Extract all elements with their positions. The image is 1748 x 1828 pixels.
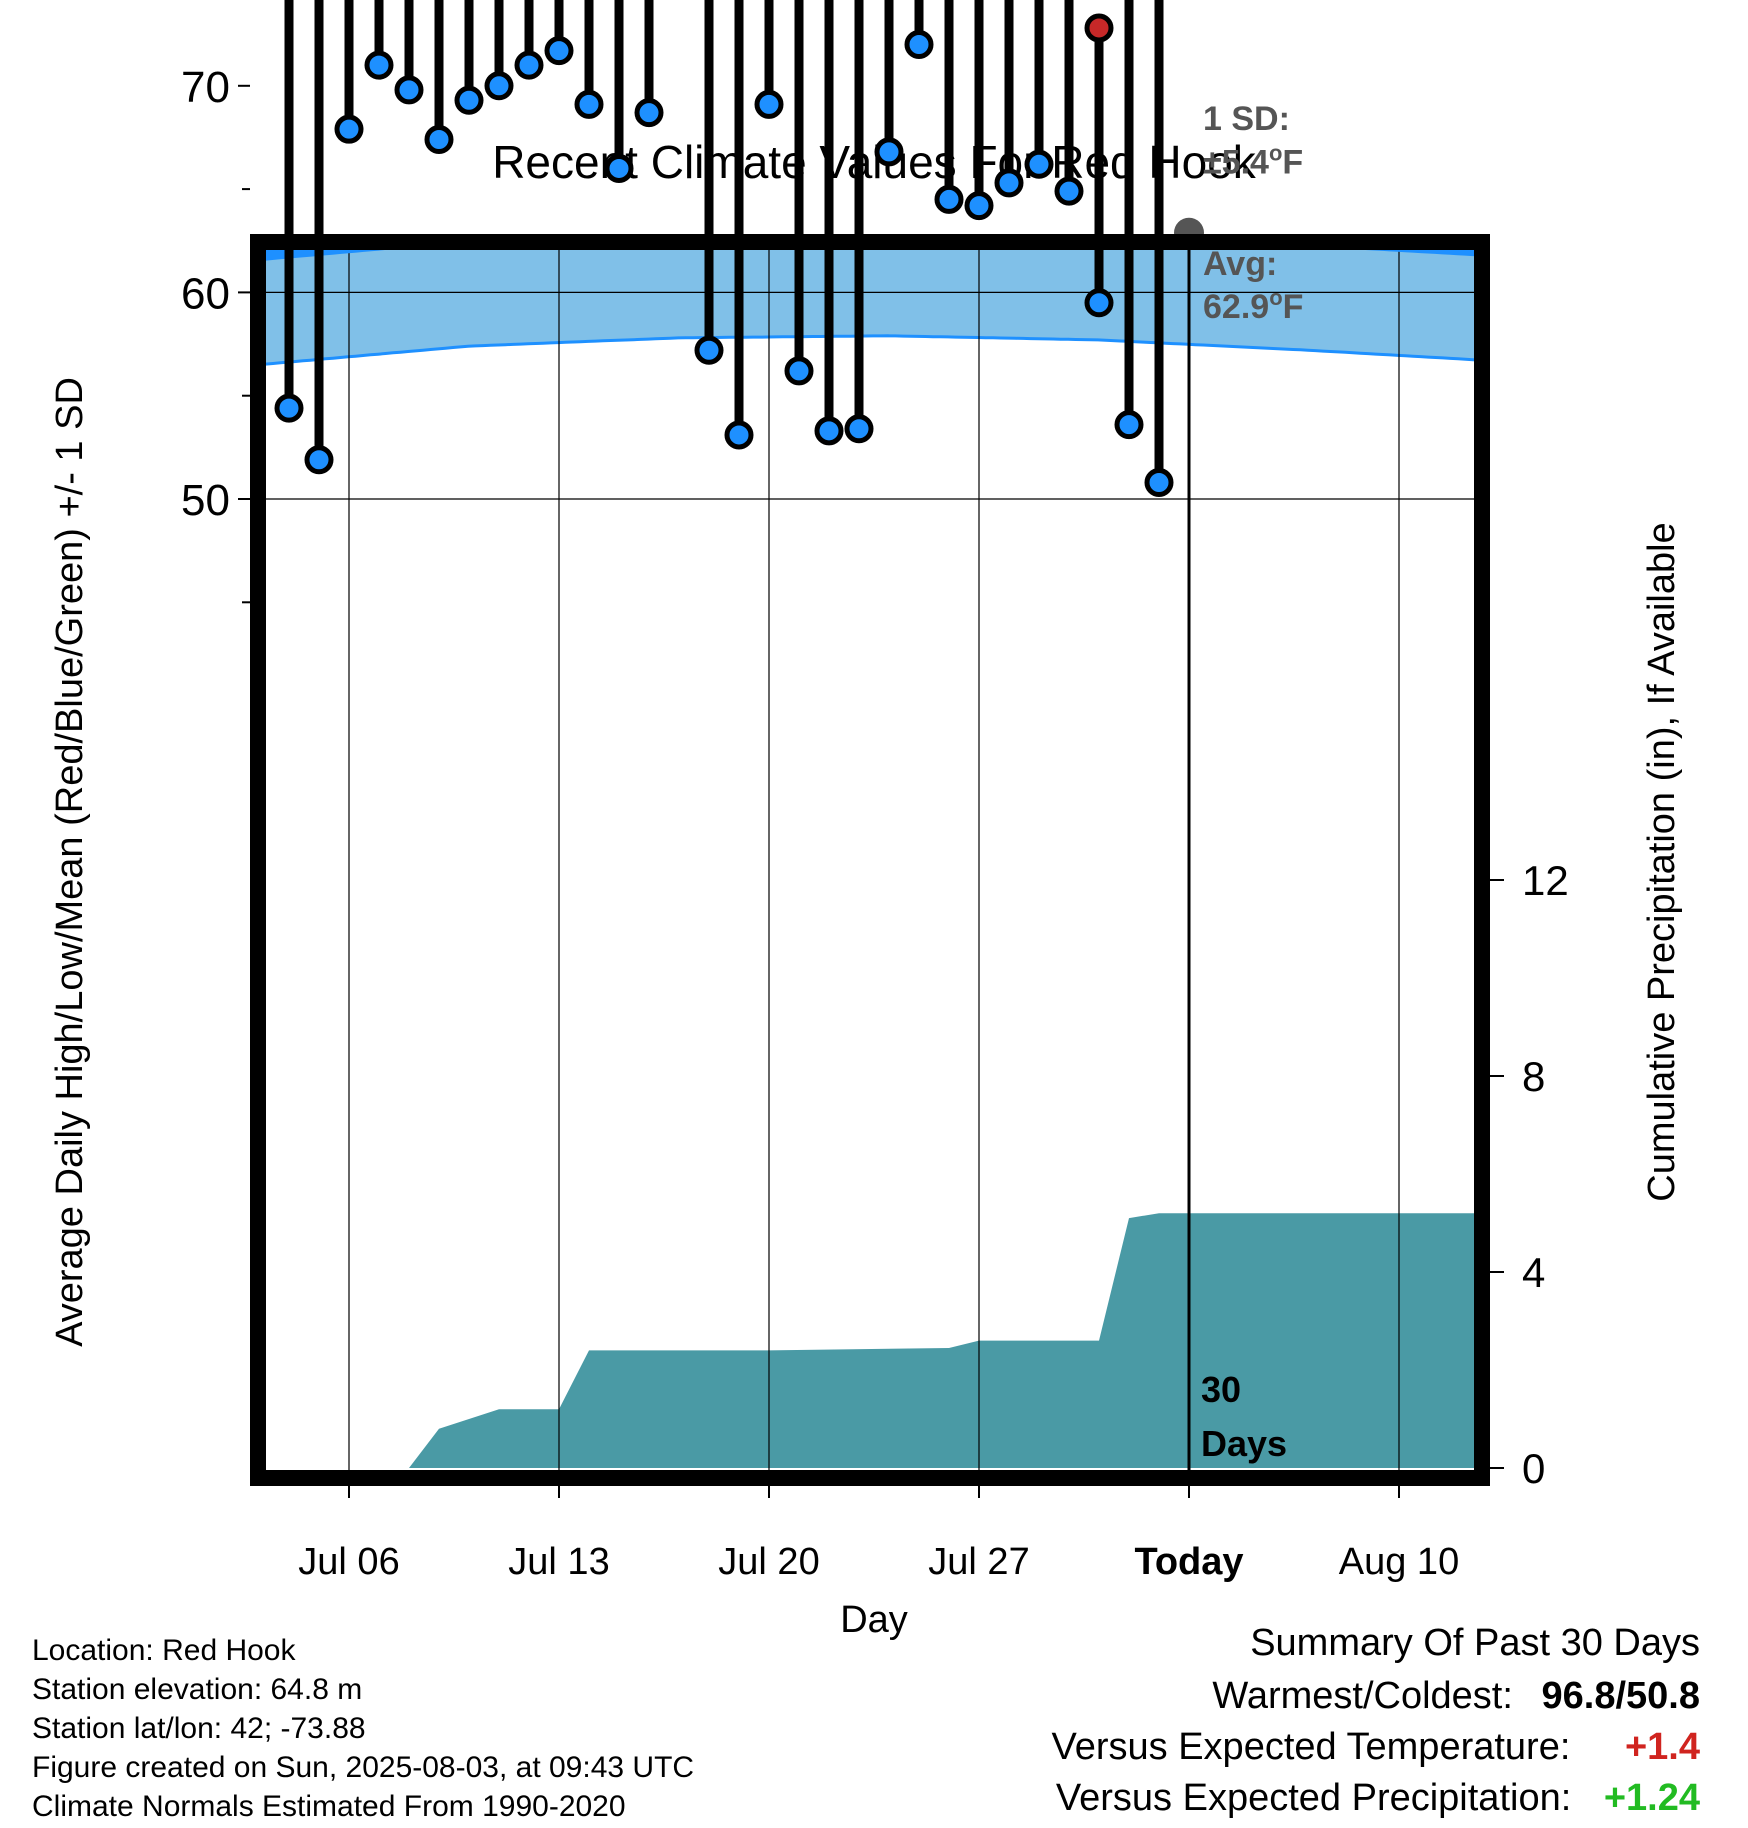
warmest-value: 96.8 [1541,1675,1616,1717]
daily-low-point [904,29,934,59]
latlon-text: Station lat/lon: 42; -73.88 [32,1712,366,1745]
extremes-label: Warmest/Coldest: [1212,1675,1513,1717]
daily-high-point [1084,13,1114,43]
daily-low-point [424,125,454,155]
daily-low-point [364,50,394,80]
plot-interior [258,242,1482,1478]
low-normal-lower-sd-line [258,334,1481,367]
plot-frame [250,234,1490,1486]
x-tick-label: Jul 06 [298,1541,399,1583]
daily-low-point [1114,410,1144,440]
window-label-number: 30 [1201,1369,1241,1410]
daily-low-point [784,356,814,386]
daily-low-point [274,393,304,423]
daily-low-point [994,168,1024,198]
y2-tick-label: 4 [1522,1249,1545,1296]
x-tick-label: Jul 20 [718,1541,819,1583]
daily-low-point [844,414,874,444]
elevation-text: Station elevation: 64.8 m [32,1673,363,1706]
x-tick-label: Jul 13 [508,1541,609,1583]
low-avg-label: Avg: [1203,245,1277,283]
daily-low-point [964,191,994,221]
precip-label: Versus Expected Precipitation: [1055,1777,1572,1819]
temp-label: Versus Expected Temperature: [1051,1726,1571,1768]
y2-axis-label: Cumulative Precipitation (in), If Availa… [1641,522,1683,1201]
plot-area: 1 SD:±5.7oFAvg:83.2oF1 SD:±5.4oFAvg:62.9… [181,0,1569,1583]
y2-tick-label: 8 [1522,1053,1545,1100]
summary-title: Summary Of Past 30 Days [1250,1622,1700,1664]
daily-low-point [484,71,514,101]
daily-low-point [874,137,904,167]
summary-temp: Versus Expected Temperature: +1.4 [1051,1726,1700,1769]
daily-low-point [544,36,574,66]
daily-low-point [934,184,964,214]
daily-low-point [724,420,754,450]
y-tick-label: 60 [181,269,230,318]
summary-precip: Versus Expected Precipitation: +1.24 [1056,1777,1700,1820]
temp-anomaly-value: +1.4 [1624,1726,1700,1768]
created-text: Figure created on Sun, 2025-08-03, at 09… [32,1751,695,1784]
daily-low-point [604,153,634,183]
precip-anomaly-value: +1.24 [1603,1777,1700,1819]
daily-low-point [754,89,784,119]
daily-low-point [814,416,844,446]
y-tick-label: 70 [181,63,230,112]
daily-low-point [1144,467,1174,497]
low-avg-value: 62.9oF [1203,285,1303,326]
y-tick-label: 50 [181,476,230,525]
extremes-separator: / [1615,1675,1627,1717]
daily-low-point [1024,149,1054,179]
daily-low-point [634,98,664,128]
daily-low-point [1084,288,1114,318]
daily-low-point [454,85,484,115]
x-axis-label: Day [840,1599,908,1641]
precipitation-area [258,1213,1482,1468]
normals-text: Climate Normals Estimated From 1990-2020 [32,1790,626,1823]
daily-low-point [334,114,364,144]
window-label-days: Days [1201,1423,1287,1464]
summary-extremes: Warmest/Coldest: 96.8/50.8 [1212,1675,1700,1718]
daily-low-point [514,50,544,80]
y2-tick-label: 0 [1522,1445,1545,1492]
low-sd-label: 1 SD: [1203,100,1290,138]
daily-low-point [394,75,424,105]
x-tick-label: Today [1134,1541,1243,1583]
low-sd-value: ±5.4oF [1203,141,1303,182]
y-axis-label: Average Daily High/Low/Mean (Red/Blue/Gr… [49,377,91,1347]
coldest-value: 50.8 [1626,1675,1700,1717]
daily-low-point [1054,176,1084,206]
location-text: Location: Red Hook [32,1634,296,1667]
daily-low-point [574,89,604,119]
daily-low-point [304,445,334,475]
x-tick-label: Jul 27 [928,1541,1029,1583]
x-tick-label: Aug 10 [1339,1541,1459,1583]
y2-tick-label: 12 [1522,857,1569,904]
daily-low-point [694,335,724,365]
low-normal-band [258,242,1481,365]
